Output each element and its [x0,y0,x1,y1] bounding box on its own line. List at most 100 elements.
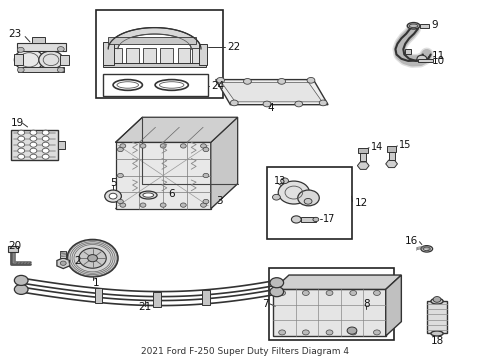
Bar [17,43,66,51]
Circle shape [278,181,310,204]
Circle shape [279,291,286,296]
Circle shape [30,136,37,141]
Circle shape [350,330,357,335]
Circle shape [217,77,224,83]
Circle shape [433,297,441,302]
Circle shape [302,291,309,296]
Ellipse shape [421,246,433,252]
Text: 18: 18 [430,336,443,346]
Ellipse shape [140,191,157,199]
Bar [270,268,394,339]
Circle shape [298,190,319,206]
Circle shape [292,216,301,223]
Ellipse shape [407,23,420,29]
Circle shape [326,291,333,296]
Circle shape [203,199,209,204]
Bar [301,217,316,222]
Text: 14: 14 [370,142,383,152]
Bar [360,153,366,161]
Circle shape [42,154,49,159]
Circle shape [373,291,380,296]
Circle shape [109,193,117,199]
Polygon shape [386,275,401,336]
Polygon shape [221,82,322,102]
Text: 13: 13 [274,176,287,186]
Bar [389,152,394,159]
Bar [358,148,368,153]
Bar [60,55,69,65]
Text: 1: 1 [93,278,100,288]
Bar [32,37,45,43]
Bar [96,10,223,98]
Circle shape [14,275,28,285]
Circle shape [319,100,327,106]
Circle shape [270,278,284,288]
Circle shape [18,142,24,147]
Circle shape [313,217,319,222]
Circle shape [30,148,37,153]
Circle shape [230,100,238,106]
Polygon shape [216,80,328,105]
Ellipse shape [409,24,418,28]
Bar [126,48,139,65]
Text: 6: 6 [168,189,174,199]
Polygon shape [57,258,70,269]
Circle shape [30,130,37,135]
Text: 21: 21 [138,302,151,312]
Bar [18,67,64,72]
Bar [108,37,196,44]
Circle shape [30,142,37,147]
Circle shape [326,330,333,335]
Bar [14,54,23,65]
Text: 12: 12 [354,198,368,208]
Ellipse shape [431,331,443,336]
Circle shape [278,78,286,84]
Bar [11,130,58,160]
Polygon shape [116,117,238,142]
Bar [192,48,205,65]
Circle shape [42,148,49,153]
Text: 8: 8 [363,299,369,309]
Text: 2: 2 [74,256,81,266]
Circle shape [67,239,118,277]
Circle shape [88,255,98,262]
Circle shape [270,287,284,297]
Circle shape [281,178,289,184]
Ellipse shape [143,193,154,197]
Text: 15: 15 [399,140,411,150]
Text: 2021 Ford F-250 Super Duty Filters Diagram 4: 2021 Ford F-250 Super Duty Filters Diagr… [141,347,349,356]
Circle shape [60,261,66,265]
Bar [7,246,18,252]
Circle shape [263,101,271,107]
Circle shape [57,67,64,72]
Circle shape [180,144,186,148]
Circle shape [118,199,123,204]
Circle shape [14,284,28,294]
Ellipse shape [431,298,443,304]
Circle shape [373,330,380,335]
Circle shape [160,144,166,148]
Circle shape [18,136,24,141]
Circle shape [14,49,44,71]
Text: 16: 16 [405,236,418,246]
Circle shape [307,77,315,83]
Text: 4: 4 [267,103,274,113]
Polygon shape [357,162,369,170]
Circle shape [244,78,251,84]
Bar [202,290,210,305]
Text: 24: 24 [211,81,224,91]
Text: 9: 9 [432,20,438,30]
Circle shape [118,147,123,152]
Polygon shape [108,28,201,49]
Bar [153,292,161,307]
Polygon shape [116,184,238,209]
Circle shape [57,46,64,51]
Bar [418,59,433,62]
Circle shape [140,203,146,207]
Circle shape [120,203,126,207]
Circle shape [302,330,309,335]
Text: 3: 3 [216,196,222,206]
Circle shape [140,144,146,148]
Text: 19: 19 [11,118,24,128]
Circle shape [18,130,24,135]
